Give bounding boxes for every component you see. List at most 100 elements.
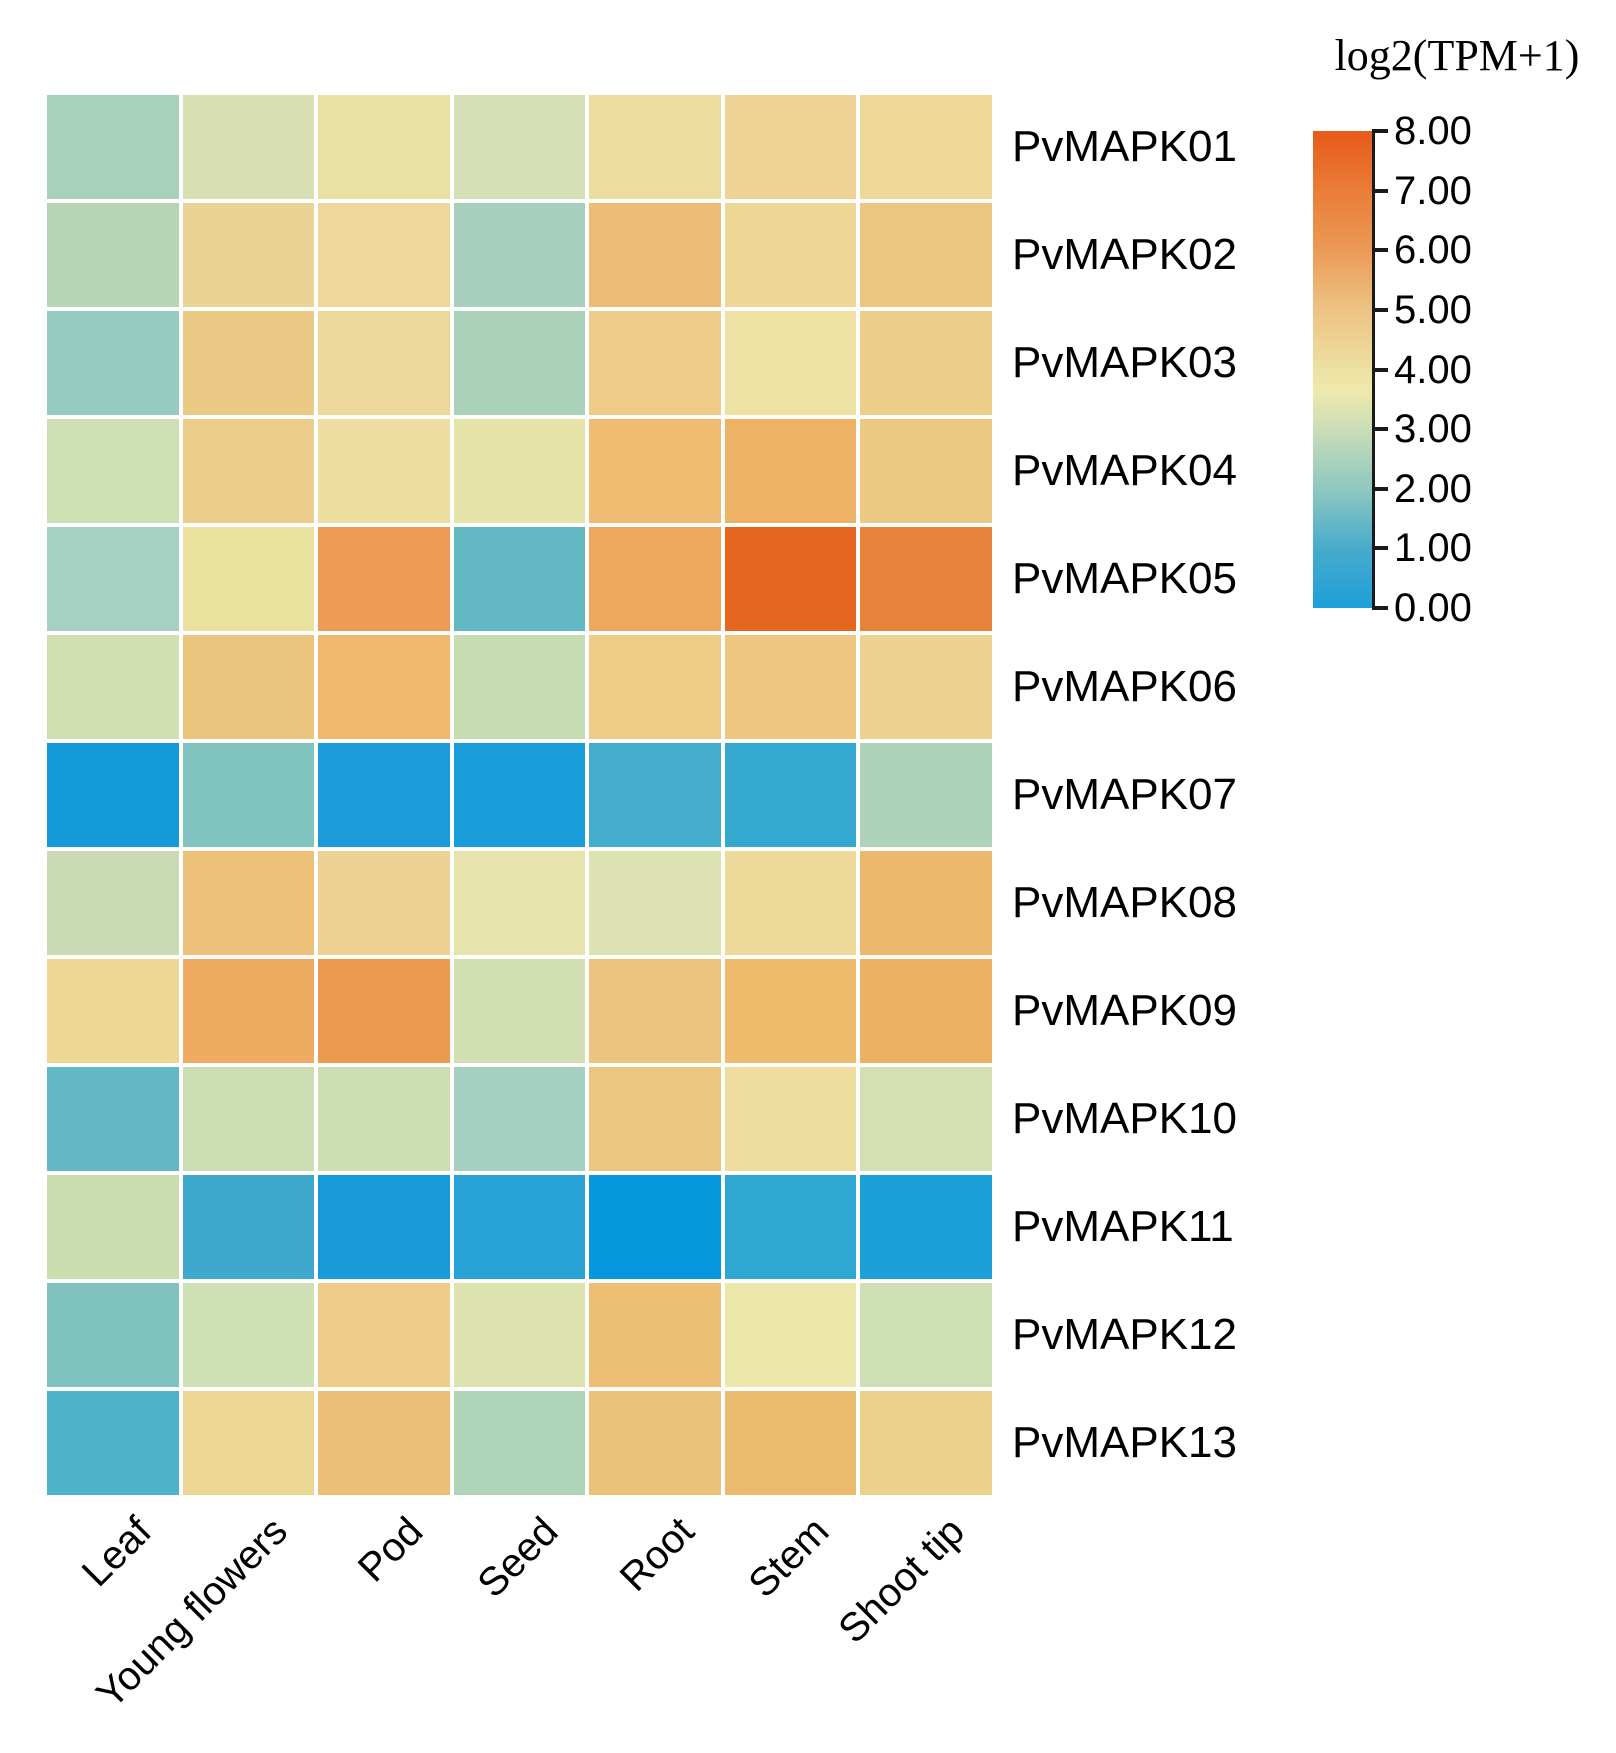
heatmap-cell — [182, 1175, 315, 1279]
colorbar-tick-label: 7.00 — [1394, 168, 1472, 213]
heatmap-cell — [453, 1283, 586, 1387]
row-label: PvMAPK04 — [1012, 446, 1237, 495]
row-label: PvMAPK13 — [1012, 1418, 1237, 1467]
heatmap-cell — [860, 1175, 992, 1279]
heatmap-cell — [47, 203, 179, 307]
colorbar-tick-label: 3.00 — [1394, 407, 1472, 452]
colorbar-tick-label: 0.00 — [1394, 586, 1472, 630]
heatmap-cell — [860, 311, 992, 415]
colorbar-tick-label: 1.00 — [1394, 526, 1472, 571]
heatmap-cell — [860, 95, 992, 199]
row-label: PvMAPK12 — [1012, 1310, 1237, 1359]
heatmap-cell — [724, 851, 857, 955]
heatmap-cell — [724, 743, 857, 847]
heatmap-cell — [47, 419, 179, 523]
heatmap-cell — [724, 1283, 857, 1387]
heatmap-cell — [860, 743, 992, 847]
heatmap-cell — [453, 1175, 586, 1279]
colorbar-tick-mark — [1374, 606, 1388, 610]
heatmap-cell — [589, 743, 721, 847]
heatmap-cell — [453, 851, 586, 955]
heatmap-cell — [724, 527, 857, 631]
heatmap-cell — [860, 959, 992, 1063]
heatmap-cell — [589, 95, 721, 199]
heatmap-cell — [589, 1175, 721, 1279]
heatmap-grid — [47, 95, 992, 1495]
colorbar-tick-label: 6.00 — [1394, 228, 1472, 273]
colorbar-tick-label: 5.00 — [1394, 287, 1472, 332]
row-label: PvMAPK06 — [1012, 662, 1237, 711]
colorbar-tick-mark — [1374, 248, 1388, 253]
column-label: Seed — [469, 1509, 567, 1607]
heatmap-cell — [860, 203, 992, 307]
colorbar-tick-mark — [1374, 546, 1388, 551]
column-label: Stem — [740, 1509, 838, 1607]
heatmap-cell — [318, 1175, 450, 1279]
heatmap-cell — [453, 959, 586, 1063]
heatmap-cell — [318, 527, 450, 631]
heatmap-cell — [860, 1391, 992, 1495]
heatmap-cell — [724, 95, 857, 199]
heatmap-cell — [47, 743, 179, 847]
heatmap-cell — [453, 95, 586, 199]
heatmap-cell — [182, 203, 315, 307]
column-label: Shoot tip — [830, 1509, 974, 1652]
heatmap-cell — [318, 419, 450, 523]
heatmap-cell — [47, 959, 179, 1063]
legend-title: log2(TPM+1) — [1334, 31, 1580, 80]
heatmap-cell — [724, 959, 857, 1063]
heatmap-cell — [589, 419, 721, 523]
colorbar-tick-label: 8.00 — [1394, 109, 1472, 153]
heatmap-cell — [453, 1391, 586, 1495]
heatmap-cell — [589, 1391, 721, 1495]
heatmap-cell — [182, 635, 315, 739]
heatmap-cell — [47, 851, 179, 955]
heatmap-cell — [453, 203, 586, 307]
heatmap-cell — [453, 311, 586, 415]
heatmap-cell — [860, 1283, 992, 1387]
row-label: PvMAPK11 — [1012, 1202, 1234, 1251]
heatmap-cell — [589, 959, 721, 1063]
heatmap-cell — [724, 419, 857, 523]
heatmap-cell — [182, 959, 315, 1063]
heatmap-cell — [47, 635, 179, 739]
heatmap-cell — [182, 527, 315, 631]
heatmap-cell — [182, 1391, 315, 1495]
heatmap-cell — [724, 1175, 857, 1279]
column-label: Root — [611, 1509, 703, 1600]
heatmap-cell — [724, 635, 857, 739]
heatmap-cell — [860, 635, 992, 739]
heatmap-cell — [860, 527, 992, 631]
heatmap-cell — [47, 1391, 179, 1495]
heatmap-cell — [182, 743, 315, 847]
column-label: Leaf — [73, 1509, 160, 1596]
colorbar-tick-mark — [1374, 188, 1388, 193]
colorbar-tick-mark — [1374, 129, 1388, 133]
row-label: PvMAPK03 — [1012, 338, 1237, 387]
heatmap-cell — [589, 311, 721, 415]
row-label: PvMAPK10 — [1012, 1094, 1237, 1143]
heatmap-cell — [47, 311, 179, 415]
heatmap-cell — [589, 527, 721, 631]
colorbar-axis-line — [1372, 129, 1375, 610]
heatmap-cell — [724, 1067, 857, 1171]
heatmap-cell — [453, 419, 586, 523]
heatmap-cell — [182, 851, 315, 955]
colorbar-gradient — [1313, 131, 1373, 608]
heatmap-cell — [318, 95, 450, 199]
row-label: PvMAPK09 — [1012, 986, 1237, 1035]
row-label: PvMAPK02 — [1012, 230, 1237, 279]
heatmap-cell — [47, 1175, 179, 1279]
colorbar-tick-mark — [1374, 367, 1388, 372]
heatmap-cell — [47, 1283, 179, 1387]
heatmap-cell — [318, 743, 450, 847]
heatmap-cell — [724, 311, 857, 415]
heatmap-cell — [589, 851, 721, 955]
heatmap-cell — [47, 95, 179, 199]
heatmap-cell — [724, 1391, 857, 1495]
heatmap-cell — [860, 1067, 992, 1171]
column-label: Pod — [349, 1509, 432, 1591]
heatmap-cell — [453, 743, 586, 847]
colorbar-tick-mark — [1374, 486, 1388, 491]
